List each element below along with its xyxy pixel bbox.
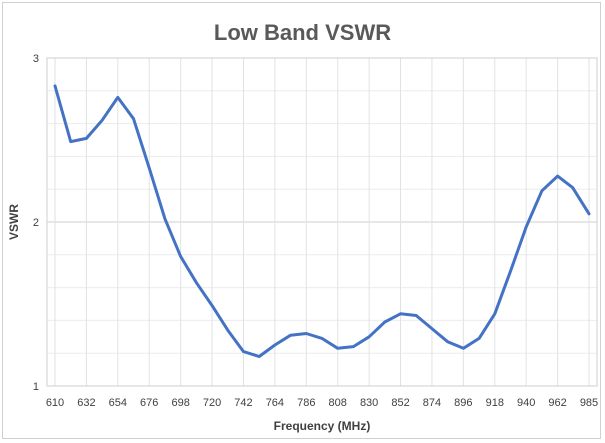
y-axis-label: VSWR	[7, 204, 21, 240]
x-tick-label: 896	[454, 397, 472, 409]
x-tick-label: 808	[329, 397, 347, 409]
x-tick-label: 698	[171, 397, 189, 409]
chart-frame	[2, 2, 601, 439]
x-tick-label: 764	[266, 397, 284, 409]
x-tick-label: 918	[486, 397, 504, 409]
y-tick-label: 1	[33, 381, 39, 393]
x-tick-label: 676	[140, 397, 158, 409]
x-tick-label: 610	[46, 397, 64, 409]
y-tick-label: 2	[33, 217, 39, 229]
x-tick-label: 985	[580, 397, 598, 409]
x-tick-label: 654	[109, 397, 127, 409]
x-tick-label: 786	[297, 397, 315, 409]
x-axis-label: Frequency (MHz)	[274, 419, 371, 433]
x-tick-label: 742	[234, 397, 252, 409]
vswr-series-line	[53, 84, 591, 358]
x-tick-label: 940	[517, 397, 535, 409]
chart-title: Low Band VSWR	[213, 20, 392, 45]
x-tick-label: 874	[423, 397, 441, 409]
plot-border	[46, 57, 598, 387]
x-tick-label: 852	[391, 397, 409, 409]
x-tick-label: 830	[360, 397, 378, 409]
x-tick-label: 962	[548, 397, 566, 409]
x-tick-label: 632	[77, 397, 95, 409]
y-tick-label: 3	[33, 53, 39, 65]
x-tick-label: 720	[203, 397, 221, 409]
